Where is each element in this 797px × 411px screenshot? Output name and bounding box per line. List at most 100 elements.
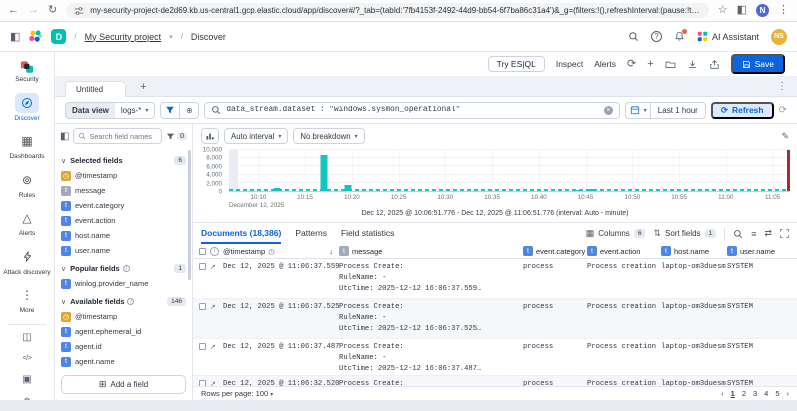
filter-icon[interactable]: [161, 103, 179, 118]
space-badge[interactable]: D: [51, 29, 67, 44]
sidebar-item-rules[interactable]: ⊚ Rules: [0, 170, 54, 199]
field-search[interactable]: [73, 128, 163, 144]
table-row[interactable]: ↗ Dec 12, 2025 @ 11:06:32.520 Process Crea…: [193, 376, 797, 386]
fullscreen-icon[interactable]: [780, 229, 789, 238]
field-group-header[interactable]: ∨ Popular fields i 1: [61, 264, 186, 273]
stack-management-icon[interactable]: ▣: [22, 373, 32, 385]
col-header-event-category[interactable]: t event.category: [523, 246, 587, 256]
query-input[interactable]: [226, 106, 599, 114]
histogram-bar[interactable]: [586, 189, 594, 191]
field-list-item[interactable]: t event.category: [61, 198, 186, 213]
save-button[interactable]: Save: [730, 54, 785, 74]
address-bar[interactable]: my-security-project-de2d69.kb.us-central…: [66, 3, 709, 18]
sidebar-item-more[interactable]: ⋮ More: [0, 285, 54, 314]
help-icon[interactable]: ?: [650, 31, 662, 42]
next-page-icon[interactable]: ›: [786, 389, 790, 398]
expand-row-icon[interactable]: ↗: [210, 304, 216, 311]
columns-button[interactable]: ▦ Columns 6: [586, 228, 646, 239]
page-5[interactable]: 5: [775, 389, 780, 398]
field-list-item[interactable]: t event.action: [61, 213, 186, 228]
histogram-bar[interactable]: [344, 185, 352, 191]
interval-select[interactable]: Auto interval ▾: [224, 128, 289, 144]
add-field-button[interactable]: ⊞ Add a field: [61, 375, 186, 394]
chart-options-button[interactable]: [201, 128, 219, 144]
browser-back-icon[interactable]: ←: [8, 4, 19, 16]
bookmark-star-icon[interactable]: ☆: [717, 4, 728, 16]
elastic-logo[interactable]: [28, 29, 43, 44]
open-saved-search-icon[interactable]: [665, 59, 676, 70]
row-checkbox[interactable]: [199, 380, 206, 386]
nav-collapse-icon[interactable]: ◧: [10, 31, 21, 43]
table-row[interactable]: ↗ Dec 12, 2025 @ 11:06:37.525 Process Crea…: [193, 299, 797, 339]
field-list-item[interactable]: t user.name: [61, 243, 186, 258]
col-header-user-name[interactable]: t user.name: [727, 246, 797, 256]
col-header-message[interactable]: t message: [339, 246, 523, 256]
expand-row-icon[interactable]: ↗: [210, 264, 216, 271]
histogram-bar[interactable]: [575, 189, 582, 191]
sidebar-item-discover[interactable]: Discover: [0, 93, 54, 122]
table-row[interactable]: ↗ Dec 12, 2025 @ 11:06:37.487 Process Crea…: [193, 339, 797, 376]
documents-tab-0[interactable]: Documents (18,386): [201, 223, 282, 244]
row-checkbox[interactable]: [199, 303, 206, 310]
edit-visualization-icon[interactable]: ✎: [781, 130, 789, 141]
query-input-wrap[interactable]: ×: [204, 101, 620, 119]
browser-profile-avatar[interactable]: N: [756, 4, 769, 17]
sort-fields-button[interactable]: ⇅ Sort fields 1: [653, 228, 717, 239]
field-list-item[interactable]: t agent.ephemeral_id: [61, 324, 186, 339]
breadcrumb-project[interactable]: My Security project: [84, 31, 162, 42]
col-header-host-name[interactable]: t host.name: [661, 246, 727, 256]
row-checkbox[interactable]: [199, 263, 206, 270]
expand-row-icon[interactable]: ↗: [210, 381, 216, 386]
page-3[interactable]: 3: [752, 389, 758, 398]
refresh-button[interactable]: ⟳ Refresh: [710, 101, 774, 119]
field-list-item[interactable]: t message: [61, 183, 186, 198]
background-search-icon[interactable]: ⟳: [778, 104, 787, 116]
add-tab-icon[interactable]: +: [140, 81, 147, 93]
sidebar-item-attack-discovery[interactable]: Attack discovery: [0, 247, 54, 276]
breakdown-select[interactable]: No breakdown ▾: [293, 128, 365, 144]
new-session-icon[interactable]: ⟳: [626, 57, 637, 70]
search-in-table-icon[interactable]: [733, 229, 743, 239]
field-filter-icon[interactable]: 0: [166, 132, 187, 141]
download-icon[interactable]: [687, 59, 698, 70]
sidebar-item-alerts[interactable]: △ Alerts: [0, 208, 54, 237]
try-esql-button[interactable]: Try ES|QL: [487, 56, 545, 72]
time-range-value[interactable]: Last 1 hour: [657, 105, 698, 115]
field-list-item[interactable]: t agent.name: [61, 354, 186, 369]
histogram-bar[interactable]: [273, 187, 281, 191]
sort-desc-icon[interactable]: ↓: [329, 246, 333, 256]
breadcrumb-chevron-icon[interactable]: ▾: [169, 33, 173, 41]
field-list-item[interactable]: t host.name: [61, 228, 186, 243]
browser-menu-icon[interactable]: ⋮: [778, 4, 789, 16]
time-picker[interactable]: ▾ Last 1 hour: [624, 101, 706, 119]
field-list-item[interactable]: t agent.id: [61, 339, 186, 354]
browser-forward-icon[interactable]: →: [28, 4, 39, 16]
histogram-bar[interactable]: [320, 155, 328, 191]
user-avatar[interactable]: NS: [771, 28, 787, 45]
field-search-input[interactable]: [89, 131, 158, 141]
browser-reload-icon[interactable]: ↻: [48, 4, 58, 16]
ai-assistant-button[interactable]: AI Assistant: [697, 31, 759, 42]
display-options-icon[interactable]: ⇄: [764, 228, 772, 238]
page-4[interactable]: 4: [764, 389, 769, 398]
table-row[interactable]: ↗ Dec 12, 2025 @ 11:06:37.559 Process Crea…: [193, 259, 797, 299]
rows-per-page-select[interactable]: Rows per page: 100 ▾: [201, 389, 274, 398]
data-view-picker[interactable]: Data view logs-* ▾: [65, 101, 156, 119]
field-list-item[interactable]: ◷ @timestamp: [61, 168, 186, 183]
col-header-timestamp[interactable]: @timestamp ◷ ↓: [223, 246, 333, 256]
share-icon[interactable]: [709, 59, 720, 70]
field-list-item[interactable]: ◷ @timestamp: [61, 309, 186, 324]
fields-scrollbar[interactable]: [188, 150, 191, 280]
collapse-fields-panel-icon[interactable]: ◧: [60, 130, 70, 142]
side-panel-icon[interactable]: ◧: [736, 4, 747, 16]
documents-tab-1[interactable]: Patterns: [295, 228, 327, 238]
page-2[interactable]: 2: [741, 389, 746, 398]
calendar-icon[interactable]: [626, 103, 644, 118]
field-group-header[interactable]: ∨ Selected fields 6: [61, 156, 186, 165]
sidebar-item-dashboards[interactable]: ▦ Dashboards: [0, 131, 54, 160]
new-search-icon[interactable]: +: [647, 57, 654, 70]
documents-tab-2[interactable]: Field statistics: [340, 228, 395, 238]
tab-untitled[interactable]: Untitled: [65, 81, 127, 97]
expand-row-icon[interactable]: ↗: [210, 344, 216, 351]
